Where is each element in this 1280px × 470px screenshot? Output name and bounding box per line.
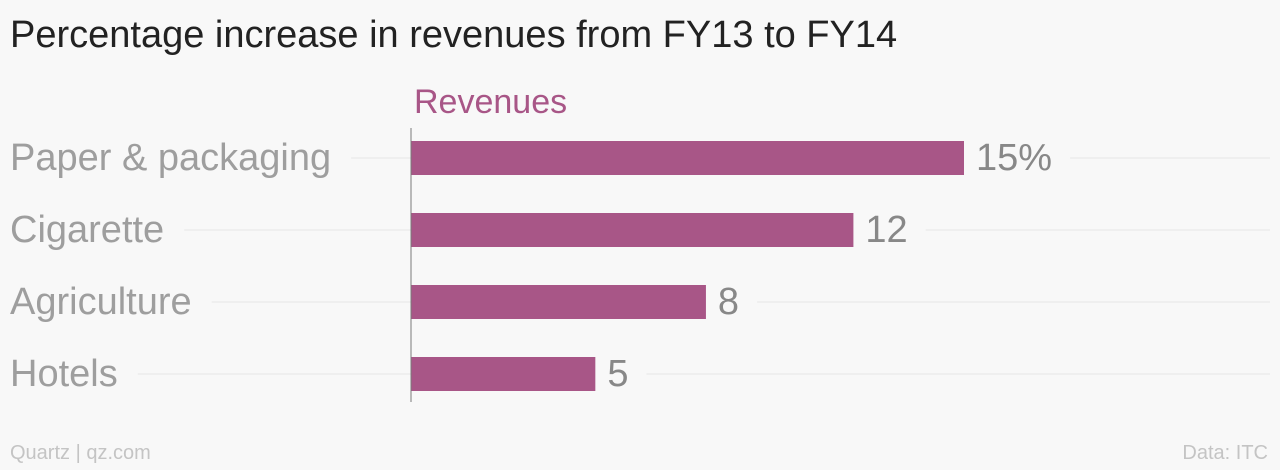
category-label: Hotels [10, 353, 118, 395]
category-label: Agriculture [10, 281, 192, 323]
footer-credit: Data: ITC [1182, 442, 1268, 464]
value-label: 15% [976, 137, 1052, 179]
footer-source: Quartz | qz.com [10, 442, 151, 464]
category-label: Paper & packaging [10, 137, 331, 179]
category-labels: Paper & packaging Cigarette Agriculture Hot… [10, 137, 331, 395]
value-label: 8 [718, 281, 739, 323]
bar [411, 357, 596, 391]
category-label: Cigarette [10, 209, 164, 251]
chart-title: Percentage increase in revenues from FY1… [10, 14, 898, 56]
bar [411, 213, 854, 247]
bars [411, 141, 965, 391]
series-label: Revenues [414, 83, 567, 121]
value-label: 12 [865, 209, 907, 251]
gridlines [137, 157, 1270, 375]
bar [411, 285, 706, 319]
value-labels: 15% 12 8 5 [607, 137, 1052, 395]
bar [411, 141, 965, 175]
value-label: 5 [607, 353, 628, 395]
